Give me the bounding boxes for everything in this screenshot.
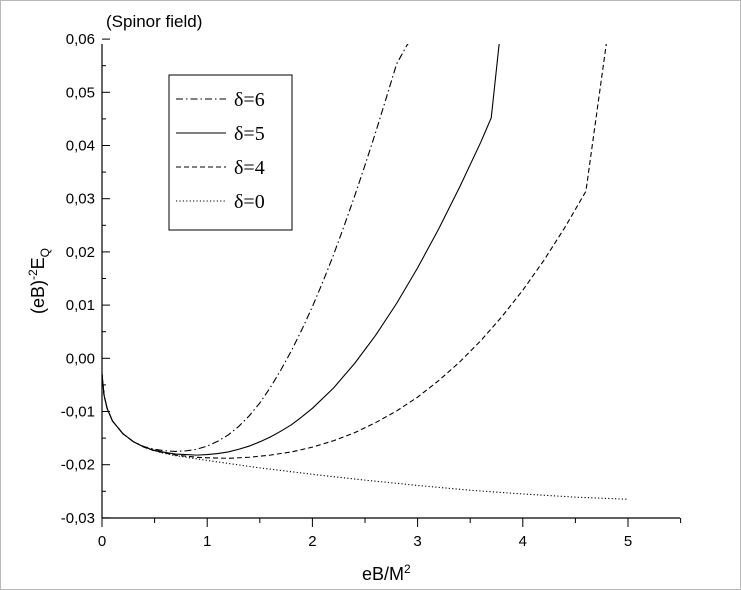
x-axis-title: eB/M2 bbox=[362, 562, 411, 584]
x-tick-label: 5 bbox=[624, 533, 632, 550]
y-axis-title-main: E bbox=[28, 257, 48, 269]
legend: δ=6 δ=5 δ=4 δ=0 bbox=[168, 74, 293, 231]
y-axis-title-sub: Q bbox=[38, 248, 52, 257]
chart-title: (Spinor field) bbox=[106, 12, 202, 31]
series-line bbox=[102, 44, 500, 456]
series-layer bbox=[102, 44, 629, 500]
legend-label: δ=0 bbox=[234, 191, 265, 213]
axes: -0,03 -0,02 -0,01 0,00 0,01 0,02 0,03 0,04 0,05 0… bbox=[61, 31, 682, 550]
y-tick-label: 0,00 bbox=[66, 350, 95, 367]
legend-label: δ=5 bbox=[234, 123, 265, 145]
y-tick-label: 0,05 bbox=[66, 84, 95, 101]
legend-label: δ=6 bbox=[234, 89, 265, 111]
x-tick-label: 0 bbox=[98, 533, 106, 550]
y-tick-label: 0,03 bbox=[66, 191, 95, 208]
y-axis-title-pre: (eB) bbox=[28, 280, 48, 314]
y-tick-label: -0,01 bbox=[61, 404, 95, 421]
y-tick-label: 0,06 bbox=[66, 31, 95, 48]
y-axis-title: (eB)-2EQ bbox=[26, 248, 52, 314]
y-tick-label: 0,02 bbox=[66, 244, 95, 261]
y-tick-label: -0,03 bbox=[61, 510, 95, 527]
legend-label: δ=4 bbox=[234, 157, 265, 179]
series-line bbox=[102, 44, 409, 452]
series-line bbox=[102, 44, 607, 459]
x-tick-label: 3 bbox=[413, 533, 421, 550]
x-tick-label: 4 bbox=[519, 533, 527, 550]
series-line bbox=[102, 374, 629, 500]
x-axis-title-sup: 2 bbox=[404, 562, 411, 576]
y-axis-title-sup: -2 bbox=[26, 269, 40, 280]
legend-box bbox=[168, 74, 293, 231]
y-tick-label: -0,02 bbox=[61, 457, 95, 474]
x-axis-title-main: eB/M bbox=[362, 564, 404, 584]
x-tick-label: 1 bbox=[203, 533, 211, 550]
y-tick-label: 0,04 bbox=[66, 138, 95, 155]
y-tick-label: 0,01 bbox=[66, 297, 95, 314]
x-tick-label: 2 bbox=[308, 533, 316, 550]
